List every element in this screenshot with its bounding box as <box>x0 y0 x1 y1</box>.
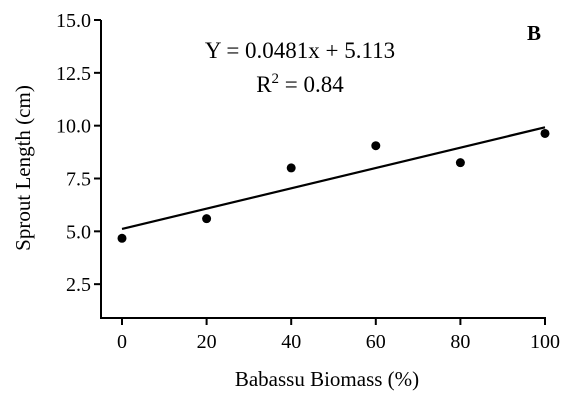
x-tick-label: 0 <box>117 331 127 353</box>
data-point <box>117 233 127 243</box>
y-tick-label: 10.0 <box>56 116 91 138</box>
data-points <box>117 128 550 243</box>
x-tick-label: 40 <box>281 331 301 353</box>
y-tick-label: 5.0 <box>66 221 91 243</box>
data-point <box>286 163 296 173</box>
x-axis-ticks: 0 20 40 60 80 100 <box>117 318 560 353</box>
x-tick-label: 60 <box>366 331 386 353</box>
y-tick-label: 7.5 <box>66 169 91 191</box>
data-point <box>455 158 465 168</box>
y-axis-ticks: 2.5 5.0 7.5 10.0 12.5 15.0 <box>56 10 101 296</box>
x-tick-label: 80 <box>450 331 470 353</box>
regression-line <box>121 126 546 231</box>
y-axis-title: Sprout Length (cm) <box>11 85 35 251</box>
x-tick-label: 20 <box>197 331 217 353</box>
x-axis-title: Babassu Biomass (%) <box>235 367 419 391</box>
data-point <box>371 141 381 151</box>
y-tick-label: 12.5 <box>56 63 91 85</box>
panel-label: B <box>527 21 541 45</box>
y-tick-label: 2.5 <box>66 274 91 296</box>
regression-equation: Y = 0.0481x + 5.113 <box>205 38 395 63</box>
data-point <box>202 214 212 224</box>
y-tick-label: 15.0 <box>56 10 91 32</box>
data-point <box>540 128 550 138</box>
r-squared-label: R2 = 0.84 <box>256 71 344 97</box>
x-tick-label: 100 <box>530 331 560 353</box>
